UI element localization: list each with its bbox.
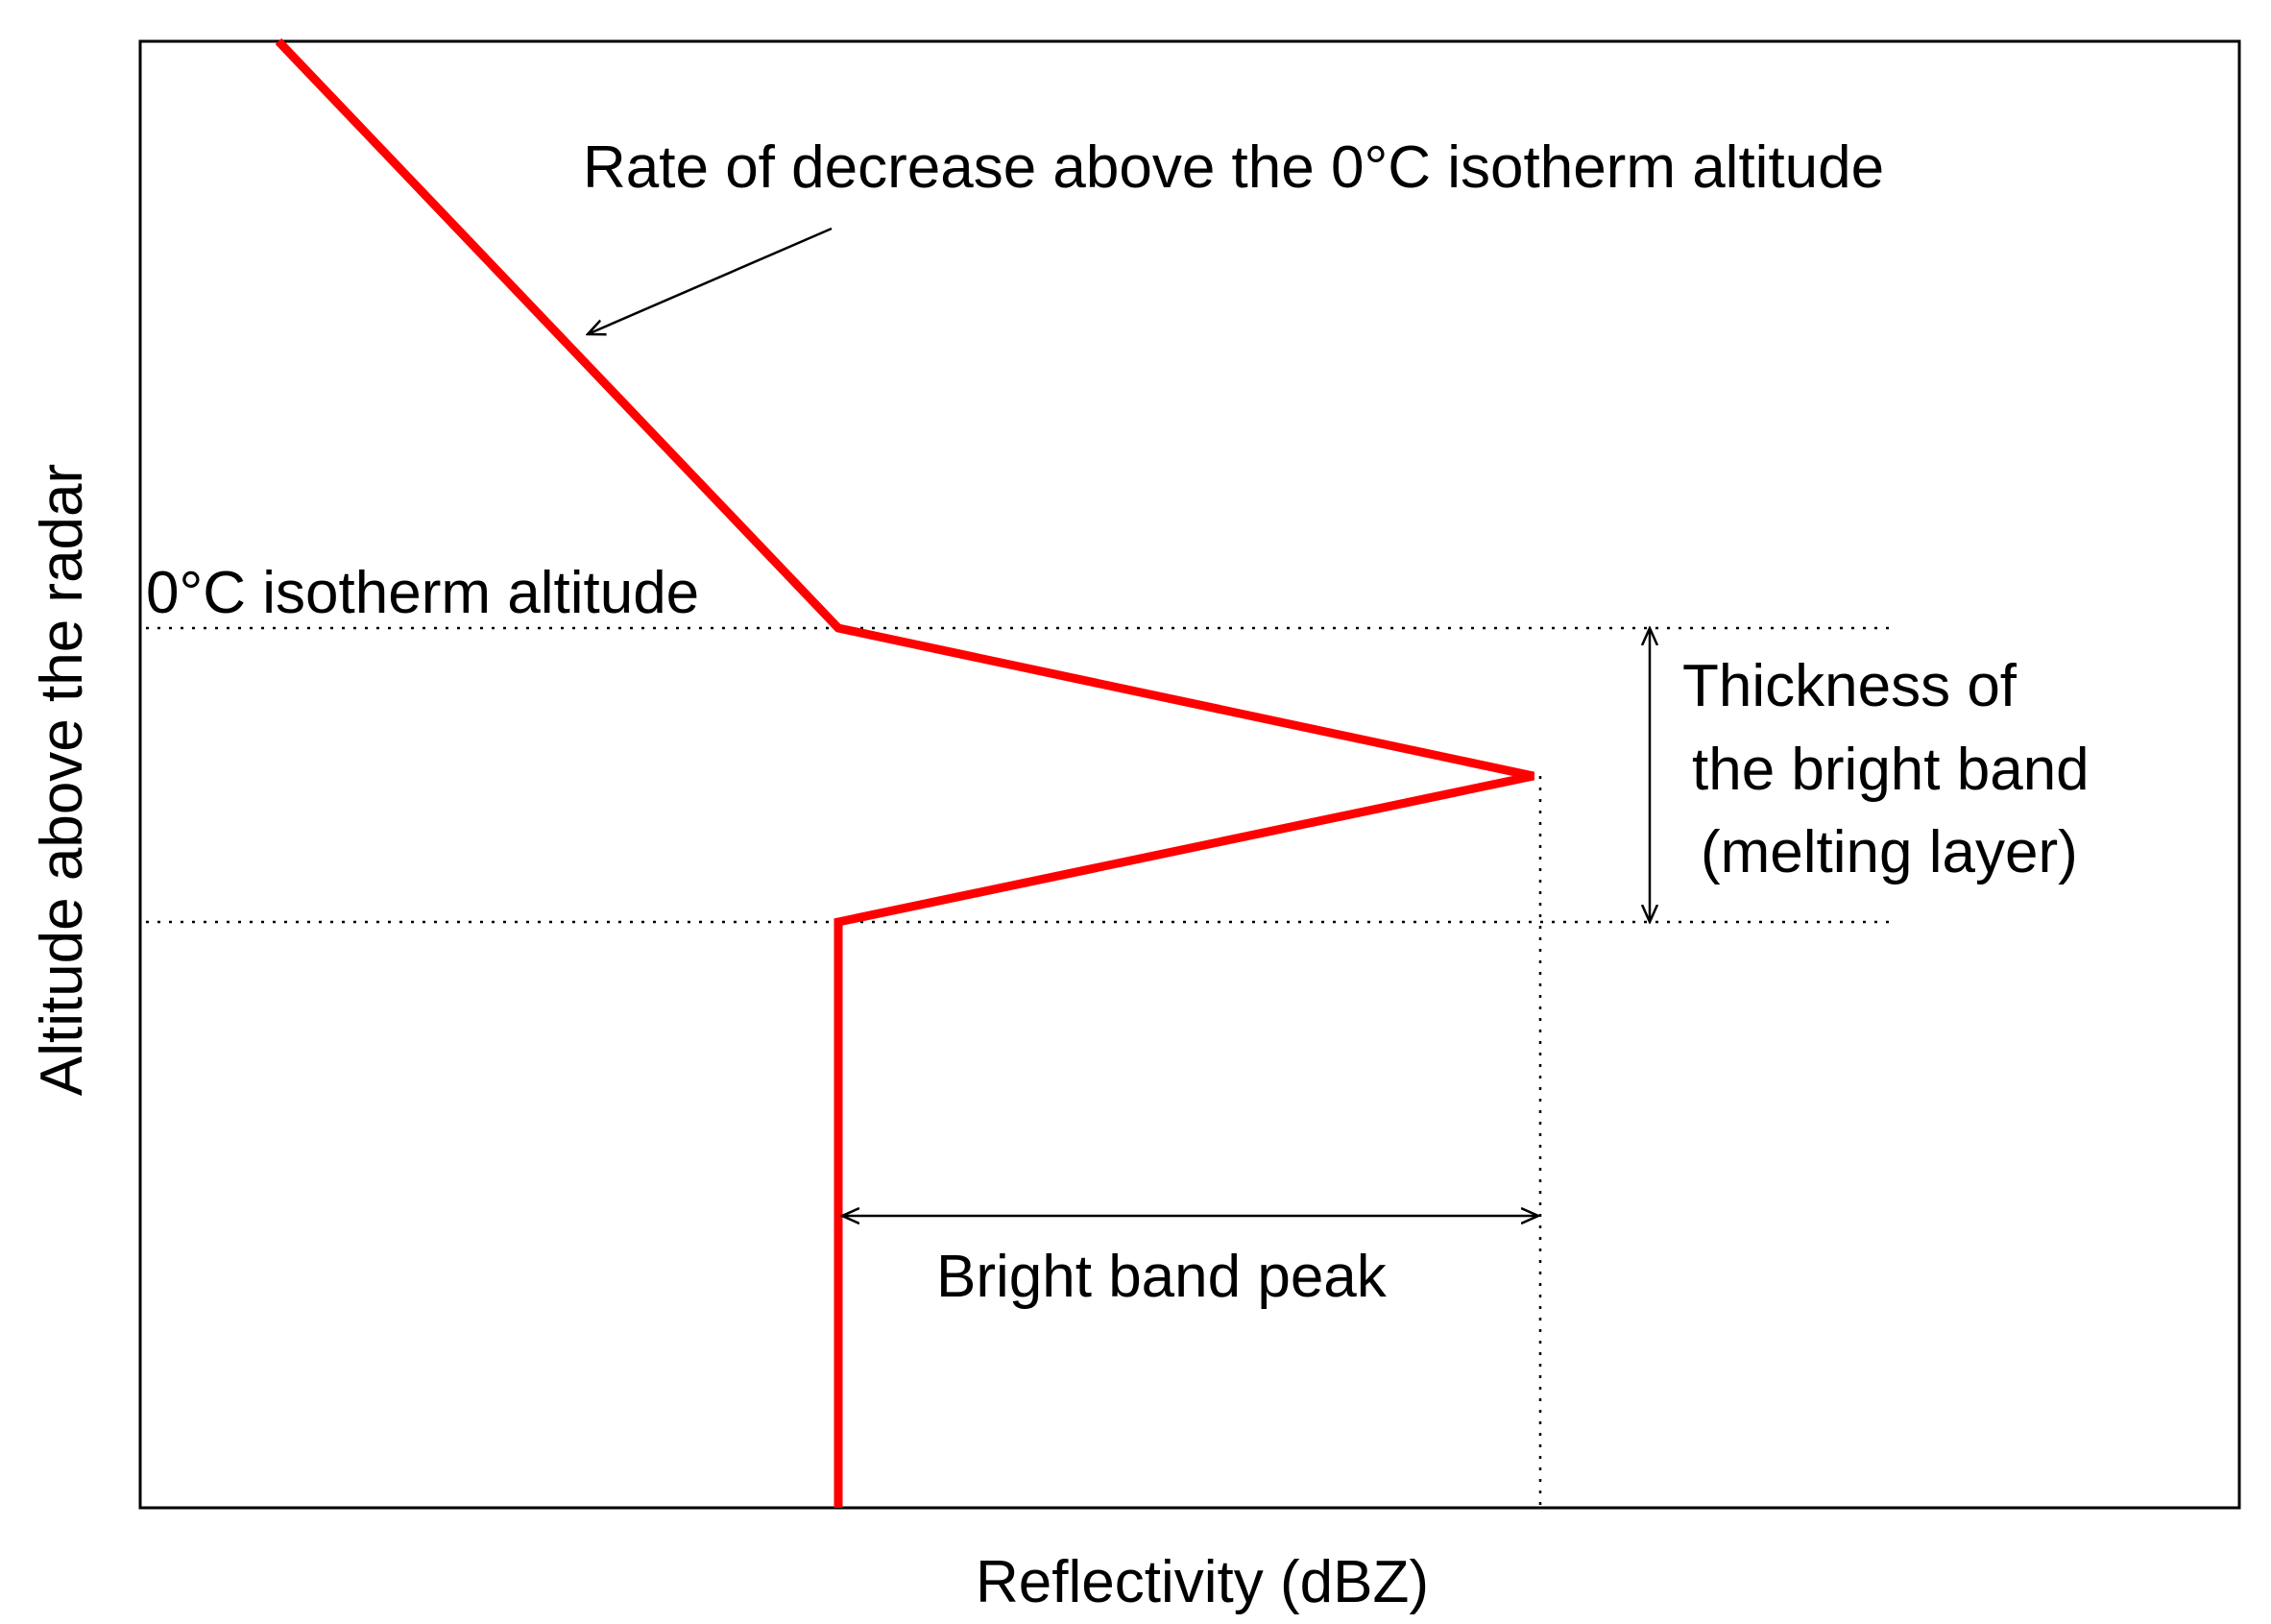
rate-of-decrease-label: Rate of decrease above the 0°C isotherm … [583, 134, 1884, 201]
thickness-label-line3: (melting layer) [1701, 819, 2078, 885]
thickness-label-line1: Thickness of [1682, 653, 2017, 719]
x-axis-label: Reflectivity (dBZ) [976, 1549, 1429, 1615]
plot-frame [138, 39, 2241, 1510]
bright-band-peak-label: Bright band peak [936, 1244, 1388, 1310]
isotherm-altitude-label: 0°C isotherm altitude [146, 560, 699, 626]
rate-of-decrease-arrow [588, 227, 833, 334]
reflectivity-profile-line [275, 37, 1534, 1508]
thickness-label-line2: the bright band [1692, 737, 2090, 803]
y-axis-label: Altitude above the radar [29, 464, 95, 1096]
